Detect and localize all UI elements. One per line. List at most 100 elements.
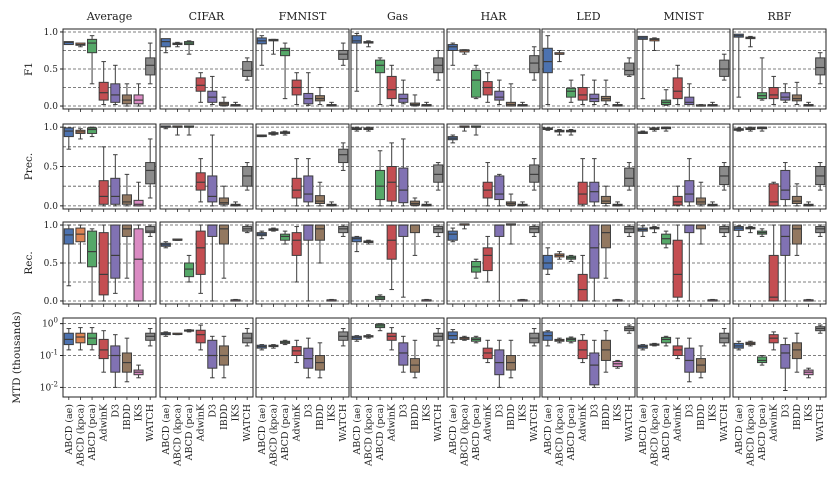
- box-body: [398, 342, 409, 366]
- box-body: [398, 224, 409, 237]
- box-ibdd: [600, 185, 611, 207]
- box-abcd-kpca: [554, 129, 565, 136]
- x-method-label: WATCH: [529, 404, 540, 442]
- column-title-har: HAR: [481, 10, 508, 23]
- box-adwink: [195, 324, 206, 351]
- box-ibdd: [218, 185, 229, 207]
- box-abcd-kpca: [268, 227, 279, 232]
- box-abcd-pca: [87, 126, 98, 138]
- box-body: [815, 226, 826, 234]
- panel-frame: [255, 221, 350, 305]
- x-method-label: ABCD (pca): [757, 404, 768, 461]
- x-method-label: D3: [589, 404, 600, 418]
- x-method-label: D3: [398, 404, 409, 418]
- box-body: [600, 195, 611, 204]
- box-body: [75, 332, 86, 344]
- box-watch: [529, 224, 540, 237]
- box-body: [207, 339, 218, 369]
- box-d3: [684, 337, 695, 383]
- panel-frame: [62, 317, 157, 398]
- x-method-label: ABCD (ae): [352, 404, 363, 456]
- box-abcd-ae: [160, 125, 171, 130]
- box-body: [195, 77, 206, 92]
- box-abcd-pca: [184, 254, 195, 283]
- box-watch: [338, 142, 349, 171]
- box-adwink: [98, 224, 109, 302]
- box-abcd-pca: [87, 228, 98, 302]
- box-abcd-ae: [542, 127, 553, 131]
- panel-frame: [446, 317, 541, 398]
- panel-mtd-fmnist: [255, 317, 350, 400]
- box-ibdd: [314, 224, 325, 264]
- box-d3: [110, 224, 121, 294]
- box-d3: [207, 134, 218, 207]
- box-ibdd: [505, 83, 516, 107]
- panel-frame: [350, 221, 445, 305]
- box-body: [87, 38, 98, 54]
- panel-mtd-gas: [350, 317, 445, 400]
- x-method-label: IBDD: [219, 404, 230, 430]
- x-method-label: ABCD (kpca): [649, 404, 660, 467]
- box-abcd-kpca: [459, 49, 470, 55]
- box-adwink: [672, 224, 683, 302]
- box-ibdd: [791, 224, 802, 256]
- x-method-label: ABCD (pca): [184, 404, 195, 461]
- panel-rec-fmnist: [255, 221, 350, 307]
- box-watch: [338, 224, 349, 237]
- box-abcd-kpca: [363, 126, 374, 132]
- box-iks: [326, 101, 337, 107]
- panel-frame: [350, 123, 445, 210]
- box-d3: [494, 173, 505, 207]
- panel-prec-fmnist: [255, 123, 350, 212]
- box-adwink: [482, 235, 493, 283]
- box-abcd-pca: [184, 329, 195, 333]
- box-body: [672, 77, 683, 100]
- box-abcd-ae: [351, 32, 362, 92]
- box-body: [684, 96, 695, 106]
- x-method-label: IBDD: [506, 404, 517, 430]
- box-abcd-kpca: [172, 238, 183, 241]
- box-body: [447, 44, 458, 51]
- box-abcd-pca: [566, 79, 577, 103]
- box-body: [624, 167, 635, 187]
- box-body: [314, 224, 325, 241]
- box-ibdd: [218, 96, 229, 107]
- box-ibdd: [409, 94, 420, 107]
- panel-frame: [732, 28, 827, 110]
- box-body: [661, 336, 672, 344]
- box-iks: [230, 101, 241, 107]
- box-abcd-pca: [375, 150, 386, 207]
- box-body: [672, 345, 683, 357]
- box-d3: [303, 337, 314, 379]
- panel-rec-cifar: [159, 221, 254, 307]
- x-method-label: WATCH: [719, 404, 730, 442]
- box-abcd-ae: [733, 127, 744, 132]
- box-body: [386, 166, 397, 202]
- x-method-label: D3: [494, 404, 505, 418]
- box-watch: [719, 53, 730, 81]
- box-iks: [707, 101, 718, 107]
- box-d3: [780, 162, 791, 207]
- box-ibdd: [314, 87, 325, 106]
- box-iks: [612, 298, 623, 302]
- box-body: [133, 94, 144, 105]
- box-watch: [719, 328, 730, 347]
- box-abcd-ae: [160, 241, 171, 249]
- box-body: [242, 61, 253, 77]
- box-abcd-kpca: [172, 41, 183, 48]
- panel-f1-gas: [350, 28, 445, 112]
- box-abcd-ae: [637, 225, 648, 237]
- box-abcd-ae: [542, 330, 553, 347]
- x-method-label: ABCD (ae): [638, 404, 649, 456]
- box-iks: [612, 201, 623, 207]
- box-body: [672, 195, 683, 206]
- x-method-label: AdwinK: [769, 403, 780, 442]
- box-body: [184, 262, 195, 278]
- box-adwink: [98, 146, 109, 207]
- box-watch: [242, 328, 253, 347]
- box-body: [494, 175, 505, 201]
- box-body: [195, 329, 206, 344]
- panel-frame: [350, 28, 445, 110]
- box-abcd-kpca: [363, 334, 374, 339]
- y-tick-label: 10-1: [40, 349, 58, 362]
